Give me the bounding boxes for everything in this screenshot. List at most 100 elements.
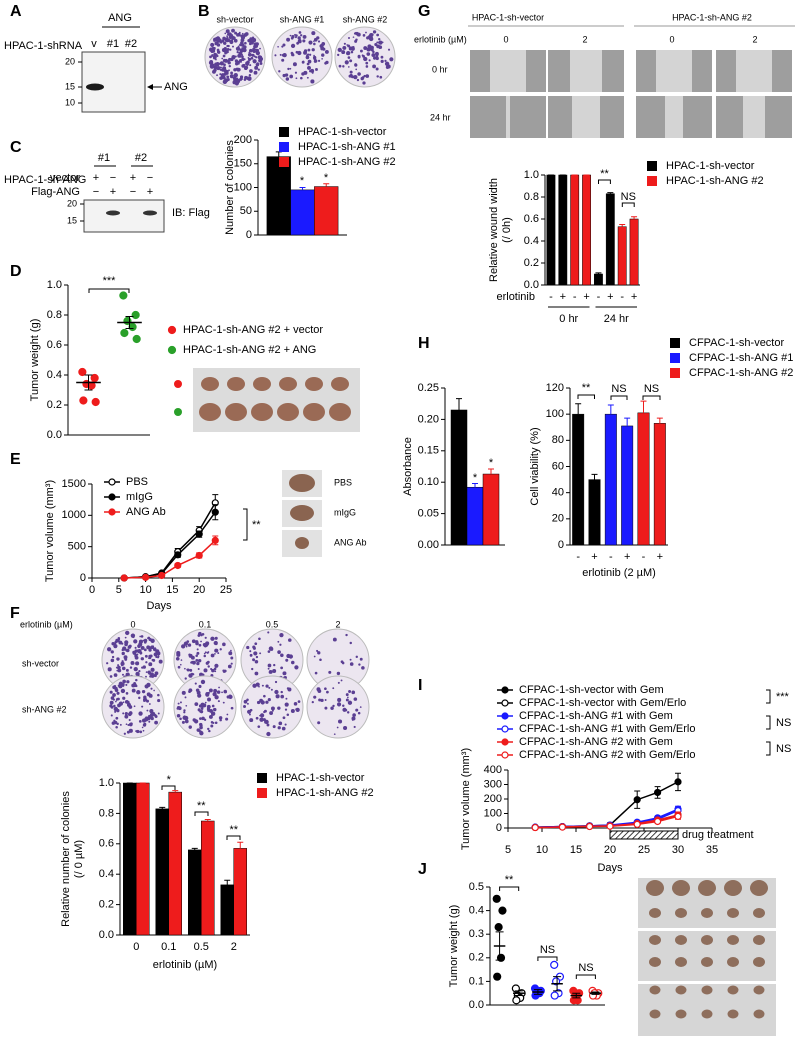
point-marker <box>550 960 559 969</box>
colony <box>288 654 294 659</box>
blot <box>81 51 146 113</box>
colony <box>257 68 260 71</box>
colony <box>303 70 308 75</box>
colony <box>292 62 297 67</box>
colony <box>239 55 242 58</box>
colony <box>274 689 279 695</box>
significance-bracket <box>243 508 248 541</box>
colony <box>226 713 229 716</box>
colony <box>111 721 116 725</box>
colony <box>189 668 193 672</box>
colony <box>286 687 290 690</box>
y-tick-label: 0.8 <box>524 191 539 203</box>
sign: − <box>147 172 153 184</box>
blot-group-label: #1 <box>98 152 110 164</box>
colony <box>228 32 232 36</box>
colony <box>201 632 205 636</box>
colony <box>314 671 318 675</box>
bar <box>314 186 339 236</box>
colony <box>230 71 233 75</box>
error-bar <box>607 192 614 194</box>
colony <box>324 706 328 710</box>
colony <box>342 45 347 50</box>
wound-gap <box>736 50 772 92</box>
colony <box>111 655 115 659</box>
colony <box>368 59 371 62</box>
colony <box>110 696 115 700</box>
colony <box>321 53 325 57</box>
colony <box>241 55 244 59</box>
panel-label: J <box>418 861 427 878</box>
colony <box>291 660 295 665</box>
dose: 0.1 <box>199 619 212 629</box>
panel-label: C <box>10 139 22 156</box>
colony <box>254 44 259 48</box>
group-label: HPAC-1-sh-vector <box>472 12 544 22</box>
sign: + <box>147 186 153 198</box>
colony <box>121 683 125 687</box>
bar <box>466 486 484 546</box>
colony <box>177 665 181 669</box>
error-bar <box>595 272 602 274</box>
tumor <box>649 935 661 945</box>
colony <box>355 655 358 659</box>
colony <box>118 640 122 644</box>
colony <box>125 723 128 726</box>
colony <box>208 714 213 719</box>
tumor <box>724 880 742 896</box>
blot-band <box>106 210 120 216</box>
colony <box>176 713 181 718</box>
colony <box>315 68 318 71</box>
colony <box>208 688 213 693</box>
error-bar <box>84 374 93 391</box>
colony <box>223 669 227 673</box>
y-tick-label: 1500 <box>62 478 86 490</box>
marker-label: 10 <box>65 97 75 107</box>
colony <box>206 660 210 664</box>
colony <box>372 64 377 69</box>
colony <box>188 653 191 656</box>
colony <box>199 717 202 721</box>
colony <box>224 32 227 35</box>
y-tick-label: 150 <box>234 158 252 170</box>
tumor <box>750 880 768 896</box>
colony <box>222 54 226 58</box>
tumor <box>727 935 739 945</box>
colony <box>194 682 197 685</box>
y-axis-label: Tumor volume (mm³) <box>460 748 472 850</box>
y-tick-label: 1000 <box>62 509 86 521</box>
colony <box>250 56 254 60</box>
colony <box>117 684 121 688</box>
colony <box>299 38 302 42</box>
colony <box>282 73 286 78</box>
colony <box>263 709 267 713</box>
tumor <box>727 908 739 918</box>
y-tick-label: 0.2 <box>47 399 62 411</box>
colony <box>349 70 353 74</box>
tumor <box>279 377 297 391</box>
bar <box>653 423 666 546</box>
y-axis-label: Cell viability (%) <box>529 427 541 505</box>
x-tick-label: 25 <box>638 844 650 856</box>
treatment-label: drug treatment <box>682 829 754 841</box>
colony <box>148 703 151 705</box>
colony <box>254 642 258 646</box>
panel-label: D <box>10 263 22 280</box>
y-axis-label: (/ 0 µM) <box>73 840 85 878</box>
colony <box>317 721 321 725</box>
colony <box>355 708 359 712</box>
legend-label: CFPAC-1-sh-vector with Gem/Erlo <box>519 697 686 709</box>
photo-label: ANG Ab <box>334 537 367 547</box>
colony <box>313 57 317 61</box>
colony <box>230 706 234 710</box>
legend-label: CFPAC-1-sh-vector with Gem <box>519 684 664 696</box>
y-tick-label: 0.15 <box>418 445 439 457</box>
y-tick-label: 1.0 <box>47 279 62 291</box>
colony <box>143 695 147 699</box>
colony <box>227 38 231 42</box>
significance-bracket <box>621 202 635 207</box>
colony <box>282 43 286 47</box>
colony <box>107 667 112 672</box>
colony <box>348 74 352 78</box>
x-tick-label: 20 <box>193 584 205 596</box>
